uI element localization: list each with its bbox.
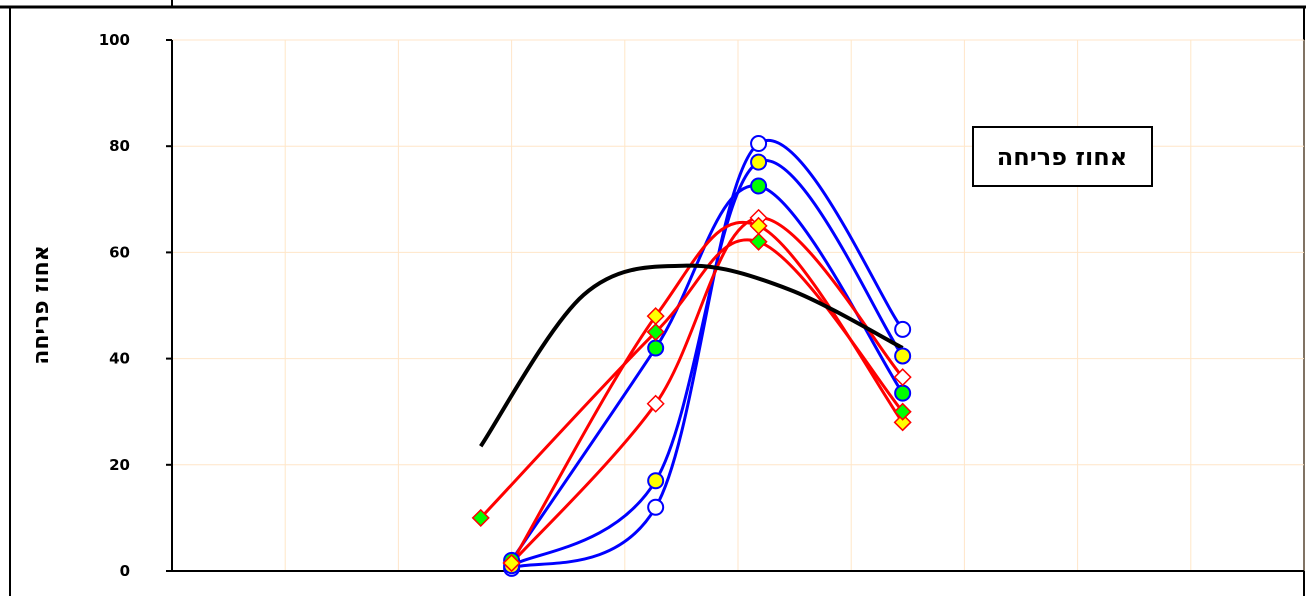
circle-marker bbox=[750, 135, 768, 153]
series-markers bbox=[471, 135, 912, 577]
y-axis-ticks: 0 20 40 60 80 100 bbox=[99, 31, 172, 580]
diamond-marker bbox=[893, 402, 912, 421]
circle-marker bbox=[750, 177, 768, 195]
circle-marker bbox=[647, 339, 665, 357]
y-tick-label: 20 bbox=[109, 456, 130, 474]
diamond-marker bbox=[502, 553, 521, 573]
diamond-marker bbox=[893, 413, 912, 432]
series-line-blue bbox=[510, 184, 904, 562]
gridlines bbox=[171, 39, 1305, 572]
series-lines bbox=[479, 139, 904, 570]
y-tick-label: 0 bbox=[120, 562, 130, 580]
diamond-marker bbox=[749, 232, 768, 251]
series-line-red bbox=[510, 216, 904, 565]
circle-marker bbox=[647, 498, 665, 516]
y-tick-label: 60 bbox=[109, 243, 130, 261]
circle-marker bbox=[894, 384, 912, 402]
diamond-marker bbox=[646, 322, 665, 342]
diamond-marker bbox=[893, 368, 912, 387]
legend: אחוז פריחה bbox=[972, 126, 1153, 187]
diamond-marker bbox=[471, 508, 490, 527]
series-line-red bbox=[510, 220, 904, 564]
legend-box bbox=[972, 126, 1153, 187]
series-line-blue bbox=[510, 159, 904, 567]
legend-label: אחוז פריחה bbox=[997, 143, 1127, 171]
circle-marker bbox=[894, 320, 912, 338]
y-tick-label: 80 bbox=[109, 137, 130, 155]
plot-area: 0 20 40 60 80 100 bbox=[99, 31, 1305, 580]
circle-marker bbox=[647, 472, 665, 490]
y-tick-label: 100 bbox=[99, 31, 130, 49]
circle-marker bbox=[750, 153, 768, 171]
series-line-black bbox=[479, 263, 904, 448]
circle-marker bbox=[894, 347, 912, 365]
y-tick-label: 40 bbox=[109, 350, 130, 368]
y-axis-label: אחוז פריחה bbox=[29, 245, 54, 365]
diamond-marker bbox=[646, 394, 665, 413]
